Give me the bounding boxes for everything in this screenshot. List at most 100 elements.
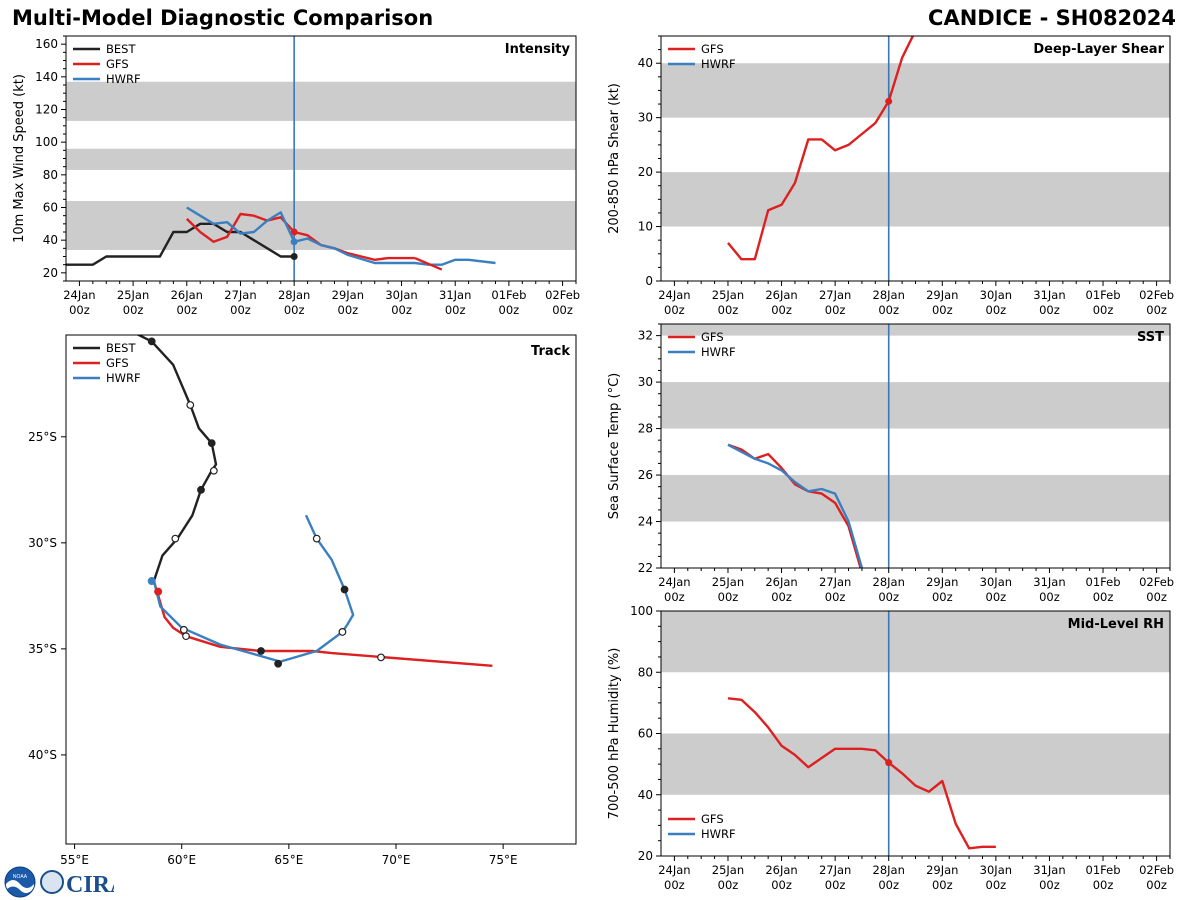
track-best-marker bbox=[171, 534, 180, 543]
legend-label-hwrf: HWRF bbox=[106, 72, 141, 86]
series-gfs-current-point bbox=[885, 97, 893, 105]
x-tick-day: 24Jan bbox=[658, 575, 690, 589]
x-tick-hour: 00z bbox=[932, 303, 953, 317]
series-gfs-line bbox=[727, 443, 862, 568]
track-hwrf-marker bbox=[340, 585, 349, 594]
plot-area bbox=[661, 611, 1170, 856]
track-hwrf-marker bbox=[182, 632, 190, 641]
track-gfs-marker bbox=[257, 647, 265, 655]
x-tick-day: 25Jan bbox=[712, 863, 744, 877]
y-tick-label: 20 bbox=[43, 266, 58, 280]
panel-shear: 01020304024Jan00z25Jan00z26Jan00z27Jan00… bbox=[607, 35, 1174, 317]
y-tick-label: 30 bbox=[638, 111, 653, 125]
series-gfs-tail bbox=[414, 257, 443, 271]
y-tick-label: 35°S bbox=[28, 642, 57, 656]
x-tick-hour: 00z bbox=[69, 303, 90, 317]
series-gfs-current-point bbox=[885, 759, 893, 767]
track-hwrf-marker bbox=[312, 534, 321, 543]
y-axis-label: 200-850 hPa Shear (kt) bbox=[607, 83, 622, 234]
x-tick-label: 75°E bbox=[489, 853, 518, 867]
y-tick-label: 25°S bbox=[28, 430, 57, 444]
threshold-band bbox=[661, 324, 1170, 336]
x-tick-day: 30Jan bbox=[980, 288, 1012, 302]
threshold-band bbox=[661, 172, 1170, 227]
axes-frame bbox=[660, 323, 1171, 569]
x-tick-hour: 00z bbox=[986, 878, 1007, 892]
x-tick-day: 29Jan bbox=[926, 863, 958, 877]
x-tick-day: 24Jan bbox=[63, 288, 95, 302]
x-tick-day: 02Feb bbox=[1139, 863, 1174, 877]
series-gfs-line bbox=[185, 212, 415, 261]
x-tick-day: 29Jan bbox=[332, 288, 364, 302]
legend-label-gfs: GFS bbox=[106, 356, 129, 370]
series-hwrf-current-point bbox=[290, 238, 298, 246]
plot-area bbox=[661, 36, 1170, 281]
y-tick-label: 100 bbox=[35, 135, 58, 149]
x-tick-hour: 00z bbox=[932, 590, 953, 604]
y-tick-label: 60 bbox=[638, 727, 653, 741]
track-best-marker bbox=[147, 337, 156, 346]
x-tick-day: 29Jan bbox=[926, 575, 958, 589]
x-tick-hour: 00z bbox=[1093, 878, 1114, 892]
x-tick-label: 60°E bbox=[167, 853, 196, 867]
track-best-marker bbox=[186, 401, 195, 409]
track-hwrf-marker bbox=[274, 659, 283, 668]
x-tick-day: 31Jan bbox=[1033, 863, 1065, 877]
threshold-band bbox=[66, 81, 576, 121]
track-hwrf-current-point bbox=[147, 577, 156, 586]
x-tick-hour: 00z bbox=[771, 590, 792, 604]
panel-title: SST bbox=[1137, 330, 1164, 345]
threshold-band bbox=[661, 382, 1170, 429]
x-tick-day: 02Feb bbox=[1139, 288, 1174, 302]
x-tick-hour: 00z bbox=[1039, 878, 1060, 892]
x-tick-day: 25Jan bbox=[712, 288, 744, 302]
track-gfs-marker bbox=[377, 653, 385, 662]
panel-title: Deep-Layer Shear bbox=[1033, 42, 1164, 57]
track-hwrf-line bbox=[152, 514, 355, 663]
plot-area bbox=[136, 335, 493, 668]
x-tick-hour: 00z bbox=[1039, 303, 1060, 317]
panel-rh: 2040608010024Jan00z25Jan00z26Jan00z27Jan… bbox=[607, 604, 1174, 892]
threshold-band bbox=[66, 148, 576, 170]
track-hwrf-marker bbox=[338, 628, 347, 636]
y-axis-label: 10m Max Wind Speed (kt) bbox=[12, 74, 27, 243]
x-tick-hour: 00z bbox=[771, 303, 792, 317]
page-title: Multi-Model Diagnostic Comparison bbox=[12, 6, 434, 30]
y-axis-label: Sea Surface Temp (°C) bbox=[607, 373, 622, 520]
x-tick-hour: 00z bbox=[1146, 303, 1167, 317]
noaa-logo-text: NOAA bbox=[13, 874, 28, 880]
y-tick-label: 80 bbox=[638, 665, 653, 679]
threshold-band bbox=[661, 63, 1170, 118]
x-tick-day: 02Feb bbox=[545, 288, 580, 302]
x-tick-hour: 00z bbox=[878, 303, 899, 317]
threshold-band bbox=[661, 611, 1170, 673]
legend-label-gfs: GFS bbox=[106, 57, 129, 71]
panel-title: Track bbox=[531, 344, 570, 359]
x-tick-day: 24Jan bbox=[658, 288, 690, 302]
track-hwrf-marker bbox=[179, 625, 188, 634]
y-tick-label: 30°S bbox=[28, 536, 57, 550]
x-tick-hour: 00z bbox=[878, 590, 899, 604]
legend-label-best: BEST bbox=[106, 42, 136, 56]
x-tick-hour: 00z bbox=[391, 303, 412, 317]
x-tick-label: 55°E bbox=[60, 853, 89, 867]
x-tick-day: 30Jan bbox=[980, 575, 1012, 589]
x-tick-hour: 00z bbox=[445, 303, 466, 317]
x-tick-day: 28Jan bbox=[278, 288, 310, 302]
series-best-line bbox=[66, 222, 295, 266]
x-tick-label: 70°E bbox=[382, 853, 411, 867]
storm-title: CANDICE - SH082024 bbox=[928, 6, 1176, 30]
x-tick-hour: 00z bbox=[664, 303, 685, 317]
x-tick-hour: 00z bbox=[1093, 590, 1114, 604]
series-gfs-line bbox=[727, 36, 915, 261]
panel-intensity: 2040608010012014016024Jan00z25Jan00z26Ja… bbox=[12, 35, 580, 317]
threshold-band bbox=[661, 475, 1170, 522]
x-tick-hour: 00z bbox=[1093, 303, 1114, 317]
x-tick-day: 01Feb bbox=[1086, 863, 1121, 877]
threshold-band bbox=[66, 200, 576, 250]
panel-sst: 22242628303224Jan00z25Jan00z26Jan00z27Ja… bbox=[607, 323, 1174, 604]
x-tick-day: 27Jan bbox=[224, 288, 256, 302]
